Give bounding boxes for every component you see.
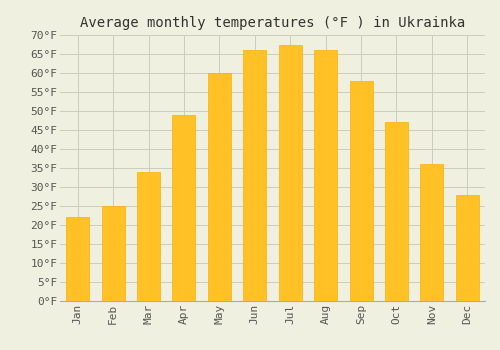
Bar <box>137 172 160 301</box>
Bar <box>350 80 372 301</box>
Bar <box>456 195 479 301</box>
Bar <box>420 164 444 301</box>
Bar <box>314 50 337 301</box>
Bar <box>278 44 301 301</box>
Bar <box>66 217 89 301</box>
Bar <box>208 73 231 301</box>
Bar <box>385 122 408 301</box>
Bar <box>244 50 266 301</box>
Bar <box>172 115 196 301</box>
Title: Average monthly temperatures (°F ) in Ukrainka: Average monthly temperatures (°F ) in Uk… <box>80 16 465 30</box>
Bar <box>102 206 124 301</box>
